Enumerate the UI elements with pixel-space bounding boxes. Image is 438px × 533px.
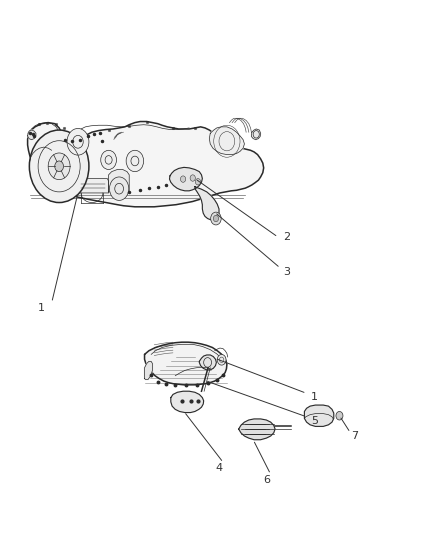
Circle shape	[211, 212, 221, 225]
Polygon shape	[304, 405, 334, 426]
Polygon shape	[28, 130, 36, 140]
Circle shape	[29, 130, 89, 203]
Polygon shape	[199, 355, 216, 370]
Circle shape	[110, 177, 129, 200]
Polygon shape	[209, 127, 244, 155]
Circle shape	[48, 153, 70, 180]
Circle shape	[180, 176, 186, 182]
Polygon shape	[77, 179, 109, 193]
Polygon shape	[170, 167, 202, 191]
Circle shape	[217, 354, 226, 365]
Circle shape	[101, 150, 117, 169]
Circle shape	[195, 179, 201, 185]
Circle shape	[213, 215, 219, 222]
Polygon shape	[145, 361, 152, 379]
Polygon shape	[251, 129, 261, 140]
Text: 7: 7	[351, 431, 358, 441]
Circle shape	[67, 128, 89, 155]
Text: 1: 1	[311, 392, 318, 402]
Circle shape	[190, 175, 195, 181]
Polygon shape	[195, 187, 219, 220]
Circle shape	[55, 161, 64, 172]
Polygon shape	[145, 342, 227, 385]
Polygon shape	[28, 122, 264, 207]
Polygon shape	[171, 391, 204, 413]
Text: 1: 1	[38, 303, 45, 313]
Text: 5: 5	[311, 416, 318, 426]
Text: 4: 4	[215, 463, 223, 473]
Text: 6: 6	[263, 475, 270, 484]
Polygon shape	[109, 169, 129, 192]
Text: 3: 3	[283, 267, 290, 277]
Circle shape	[126, 150, 144, 172]
Polygon shape	[239, 419, 275, 440]
Text: 2: 2	[283, 232, 290, 242]
Circle shape	[336, 411, 343, 420]
